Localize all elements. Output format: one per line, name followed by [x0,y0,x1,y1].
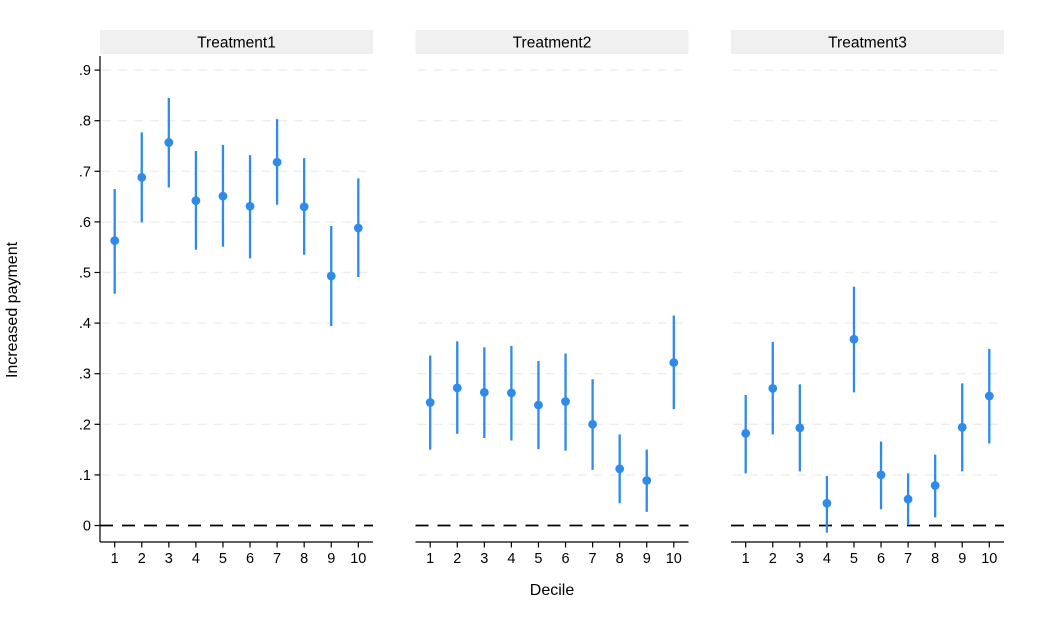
x-tick-label: 9 [327,551,335,567]
y-axis-title: Increased payment [4,241,21,379]
x-tick-label: 3 [796,551,804,567]
x-tick-label: 1 [426,551,434,567]
x-tick-label: 6 [561,551,569,567]
x-tick-label: 9 [643,551,651,567]
point-estimate-marker [110,236,120,246]
x-tick-label: 3 [165,551,173,567]
point-estimate-marker [768,383,778,393]
point-estimate-marker [984,391,994,401]
y-tick-label: .8 [79,114,91,130]
y-tick-label: .9 [79,63,91,79]
point-estimate-marker [507,388,516,398]
x-tick-label: 7 [589,551,597,567]
point-estimate-marker [452,383,462,393]
x-tick-label: 2 [769,551,777,567]
point-estimate-marker [218,191,228,201]
x-tick-label: 10 [350,551,366,567]
y-tick-label: .5 [79,266,91,282]
panel-treatment1: Treatment1 1 2 3 4 5 6 7 8 9 10 .9 .8 .7 .6 .5 .4 .3 .2 .1 0 [79,30,373,567]
x-tick-label: 4 [192,551,200,567]
panel-strip [415,30,689,54]
x-tick-label: 6 [877,551,885,567]
x-tick-label: 5 [534,551,542,567]
point-estimate-marker [299,202,309,212]
x-tick-label: 6 [246,551,254,567]
point-estimate-marker [741,429,751,438]
point-estimate-marker [561,397,570,406]
x-tick-label: 10 [666,551,682,567]
panel-title: Treatment3 [828,35,907,52]
y-tick-label: .1 [79,468,91,484]
x-tick-label: 8 [931,551,939,567]
x-tick-label: 2 [453,551,461,567]
x-tick-label: 7 [904,551,912,567]
point-estimate-marker [930,481,940,490]
point-estimate-marker [272,157,282,167]
point-estimate-marker [326,271,336,281]
panel-treatment2: Treatment2 1 2 3 4 5 6 7 8 9 10 [415,30,689,567]
x-tick-label: 1 [111,551,119,567]
x-tick-label: 1 [742,551,750,567]
x-tick-label: 4 [507,551,515,567]
point-estimate-marker [615,464,625,474]
y-tick-label: .2 [79,417,91,433]
point-estimate-marker [137,172,147,182]
x-axis-title: Decile [529,582,575,599]
point-estimate-marker [479,388,489,397]
panel-strip [100,30,373,54]
point-estimate-marker [164,138,174,147]
panel-title: Treatment1 [197,35,276,52]
x-tick-label: 8 [616,551,624,567]
y-tick-label: .7 [79,164,91,180]
x-tick-label: 9 [958,551,966,567]
x-tick-label: 5 [219,551,227,567]
y-tick-label: 0 [83,519,91,535]
panel-title: Treatment2 [513,35,592,52]
point-estimate-marker [903,494,913,504]
y-tick-label: .6 [79,215,91,231]
point-estimate-marker [795,423,805,433]
point-estimate-marker [849,334,859,344]
point-estimate-marker [642,476,652,485]
point-estimate-marker [822,498,832,508]
point-estimate-marker [245,201,255,211]
panel-treatment3: Treatment3 1 2 3 4 5 6 7 8 9 10 [731,30,1004,567]
point-estimate-marker [876,470,886,480]
point-estimate-marker [191,196,201,206]
x-tick-label: 10 [981,551,997,567]
point-estimate-marker [353,223,363,233]
x-tick-label: 8 [300,551,308,567]
panel-strip [731,30,1004,54]
point-estimate-marker [534,400,543,410]
point-estimate-marker [588,419,597,429]
x-tick-label: 4 [823,551,831,567]
x-tick-label: 5 [850,551,858,567]
x-tick-label: 7 [273,551,281,567]
y-tick-label: .4 [79,316,91,332]
x-tick-label: 2 [138,551,146,567]
point-estimate-marker [669,358,679,367]
point-estimate-marker [425,398,435,407]
x-tick-label: 3 [480,551,488,567]
point-estimate-marker [957,422,967,432]
y-tick-label: .3 [79,367,91,383]
